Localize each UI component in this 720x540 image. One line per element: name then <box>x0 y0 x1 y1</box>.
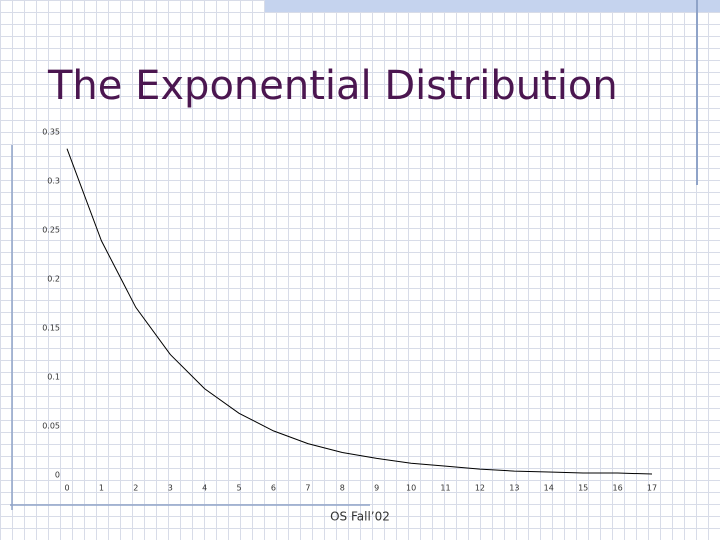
footer: OS Fall’02 <box>330 510 390 524</box>
y-tick-label: 0.35 <box>42 128 60 137</box>
x-tick-label: 3 <box>168 484 173 493</box>
top-bar <box>265 0 720 12</box>
x-tick-label: 2 <box>133 484 138 493</box>
slide-title: The Exponential Distribution <box>47 63 618 109</box>
x-tick-label: 10 <box>406 484 416 493</box>
x-tick-label: 17 <box>647 484 657 493</box>
x-tick-label: 16 <box>612 484 622 493</box>
y-tick-label: 0.2 <box>47 275 60 284</box>
y-tick-label: 0.1 <box>47 373 60 382</box>
x-tick-label: 7 <box>305 484 310 493</box>
y-tick-label: 0 <box>55 471 60 480</box>
y-tick-label: 0.15 <box>42 324 60 333</box>
x-tick-label: 15 <box>578 484 588 493</box>
y-tick-label: 0.3 <box>47 177 60 186</box>
x-tick-label: 6 <box>271 484 276 493</box>
x-tick-label: 0 <box>64 484 69 493</box>
data-line <box>66 148 653 475</box>
x-tick-label: 13 <box>509 484 519 493</box>
x-tick-label: 14 <box>544 484 554 493</box>
x-tick-label: 8 <box>340 484 345 493</box>
x-tick-label: 11 <box>440 484 450 493</box>
x-tick-label: 9 <box>374 484 379 493</box>
x-tick-label: 1 <box>99 484 104 493</box>
x-tick-label: 12 <box>475 484 485 493</box>
x-tick-label: 5 <box>237 484 242 493</box>
x-tick-label: 4 <box>202 484 207 493</box>
y-tick-label: 0.05 <box>42 422 60 431</box>
y-tick-label: 0.25 <box>42 226 60 235</box>
